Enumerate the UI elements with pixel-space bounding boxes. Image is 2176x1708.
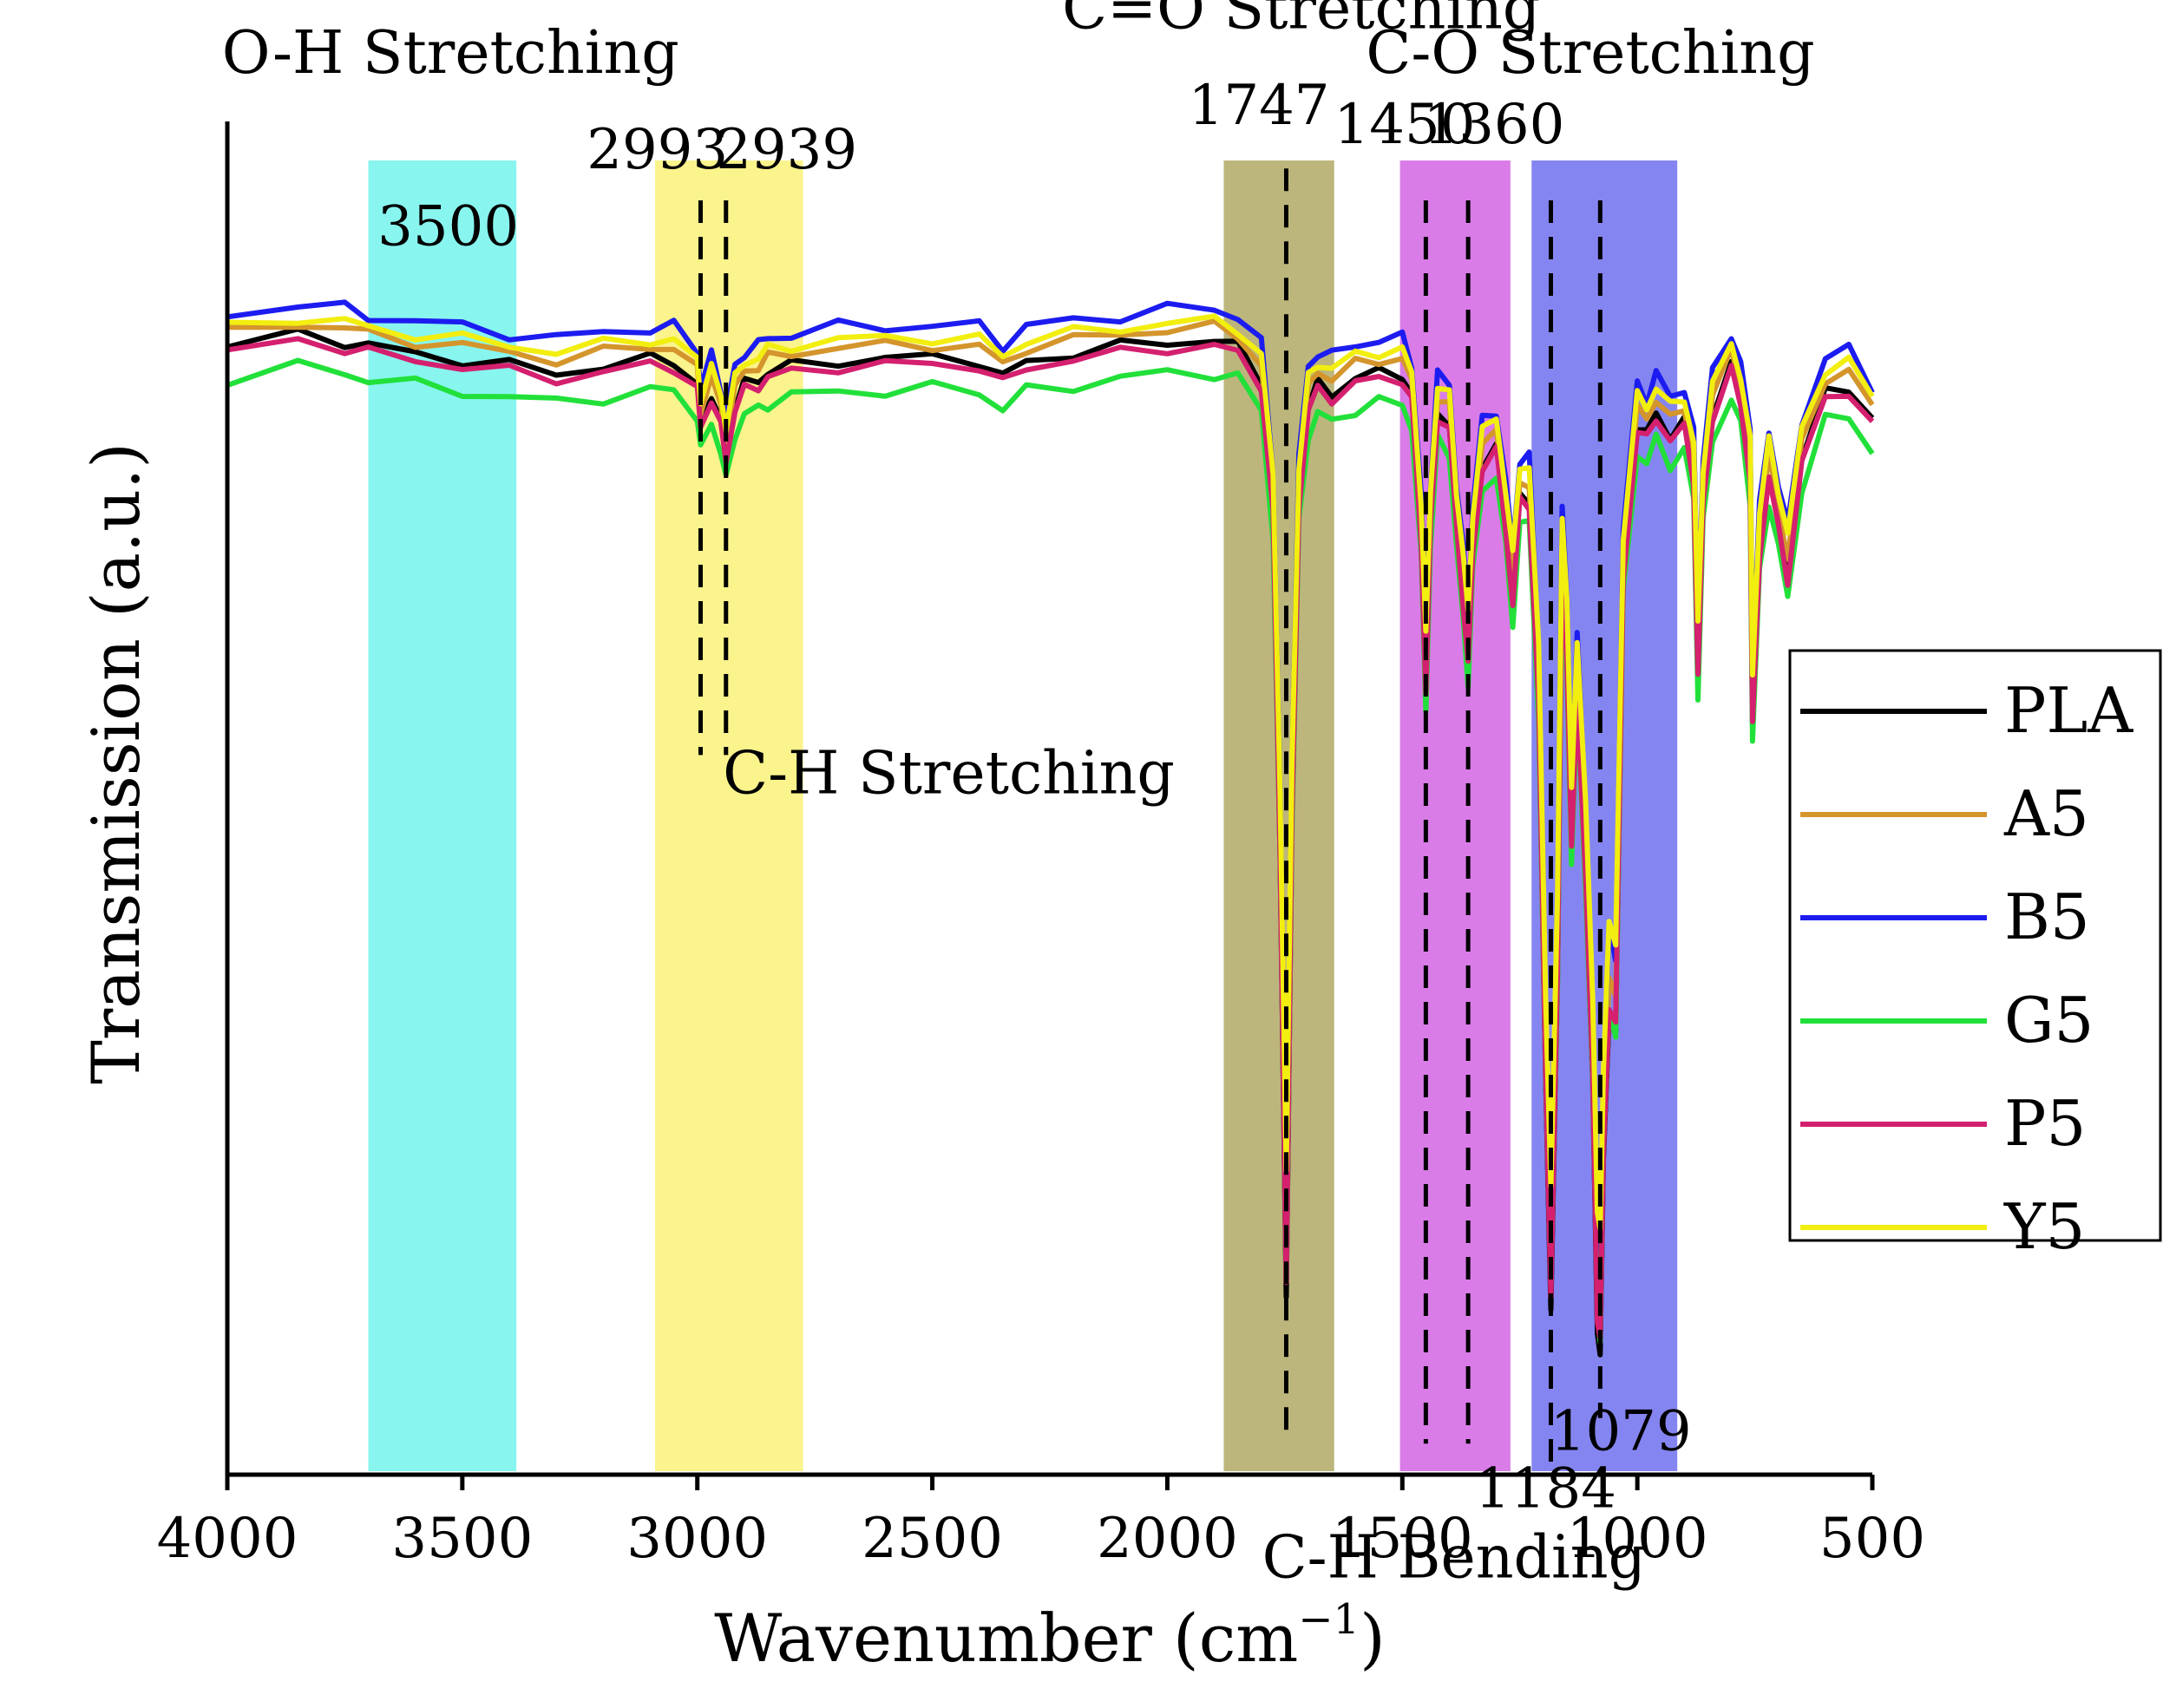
peak-label-1747: 1747 xyxy=(1189,74,1330,138)
x-tick-label-2000: 2000 xyxy=(1097,1507,1238,1571)
series-line-b5 xyxy=(226,299,1875,1256)
band-oh xyxy=(368,160,517,1471)
band-ch-bend xyxy=(1399,160,1511,1471)
band-label-c-h-bending: C-H Bending xyxy=(1262,1524,1647,1593)
x-axis-title-main: Wavenumber (cm xyxy=(714,1600,1298,1677)
x-tick-label-1000: 1000 xyxy=(1567,1507,1708,1571)
legend: PLA A5 B5 G5 P5 Y5 xyxy=(1788,649,2162,1263)
peak-label-1079: 1079 xyxy=(1550,1400,1692,1464)
peak-label-1360: 1360 xyxy=(1423,93,1564,157)
legend-label-y5: Y5 xyxy=(2003,1190,2085,1263)
peak-label-2993: 2993 xyxy=(587,118,728,182)
legend-label-p5: P5 xyxy=(2004,1087,2086,1160)
legend-label-pla: PLA xyxy=(2004,674,2133,747)
x-tick-label-2500: 2500 xyxy=(862,1507,1003,1571)
legend-label-a5: A5 xyxy=(2003,777,2089,850)
peak-label-2939: 2939 xyxy=(716,118,857,182)
band-label-c-o-stretching: C-O Stretching xyxy=(1366,19,1814,88)
y-axis-title: Transmission (a.u.) xyxy=(77,442,154,1084)
x-axis-title: Wavenumber (cm−1) xyxy=(714,1595,1386,1677)
x-ticks: 4000 3500 3000 2500 2000 1500 1000 500 xyxy=(157,1475,1925,1571)
x-tick-label-3500: 3500 xyxy=(391,1507,533,1571)
band-label-c-h-stretching: C-H Stretching xyxy=(723,740,1175,808)
peak-label-1450: 1450 xyxy=(1334,93,1476,157)
x-tick-label-1500: 1500 xyxy=(1332,1507,1473,1571)
legend-box xyxy=(1788,649,2162,1242)
series-line-y5 xyxy=(226,313,1875,1232)
legend-label-b5: B5 xyxy=(2004,880,2090,953)
x-tick-label-500: 500 xyxy=(1819,1507,1925,1571)
band-label-c-o-stretching: C=O Stretching xyxy=(1062,0,1540,43)
peak-label-1184: 1184 xyxy=(1475,1457,1616,1521)
legend-label-g5: G5 xyxy=(2004,984,2094,1057)
x-axis-title-close: ) xyxy=(1360,1600,1386,1677)
peak-label-3500: 3500 xyxy=(377,194,519,258)
band-labels: O-H Stretching C-H Stretching C=O Stretchi… xyxy=(222,0,1815,1593)
x-axis-title-superscript: −1 xyxy=(1298,1595,1360,1644)
x-tick-label-3000: 3000 xyxy=(626,1507,768,1571)
spectra-lines xyxy=(226,299,1875,1358)
band-label-o-h-stretching: O-H Stretching xyxy=(222,19,679,88)
axes xyxy=(225,121,1872,1477)
x-tick-label-4000: 4000 xyxy=(157,1507,298,1571)
